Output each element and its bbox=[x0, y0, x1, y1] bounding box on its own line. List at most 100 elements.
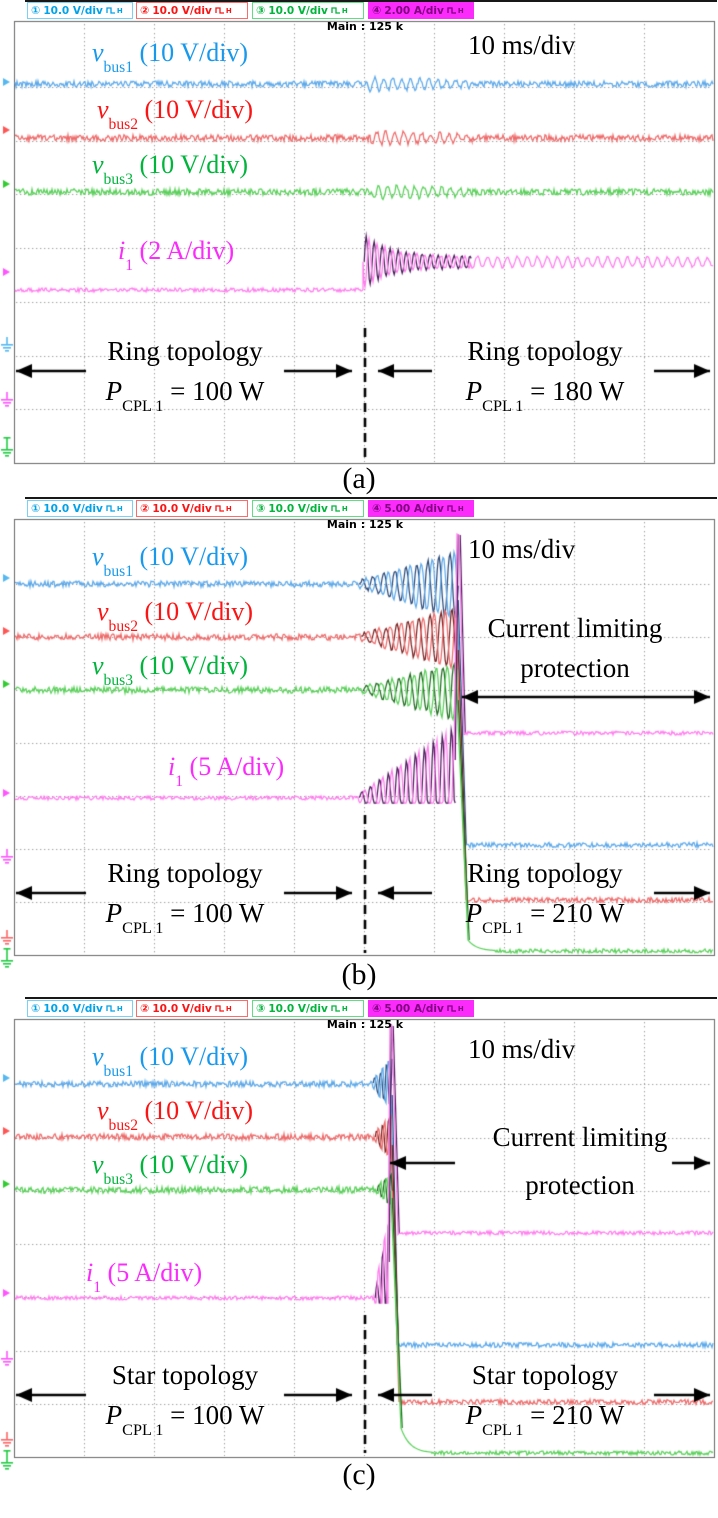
channel-1-scale: 10.0 V/div bbox=[43, 4, 103, 17]
zone-label-right: Ring topology PCPL 1 = 180 W bbox=[420, 331, 670, 421]
channel-2-badge: ② 10.0 V/div H bbox=[136, 2, 248, 19]
panel-a-top-rule bbox=[25, 0, 717, 2]
zone-topology: Ring topology bbox=[467, 336, 623, 366]
trace-subscript: bus2 bbox=[108, 115, 139, 133]
dc-coupling-icon bbox=[215, 505, 224, 512]
dc-coupling-icon bbox=[331, 1005, 340, 1012]
trace-scale: (10 V/div) bbox=[133, 1042, 249, 1071]
trace-symbol: i bbox=[118, 236, 126, 265]
trace-label-vbus3: vbus3 (10 V/div) bbox=[92, 150, 248, 188]
panel-c-top-rule bbox=[25, 997, 717, 999]
trace-symbol: v bbox=[92, 651, 104, 680]
trace-subscript: bus3 bbox=[103, 671, 134, 689]
main-record-length-label: Main : 125 k bbox=[326, 518, 404, 531]
channel-3-badge: ③ 10.0 V/div H bbox=[252, 500, 364, 517]
subfigure-caption-a: (a) bbox=[342, 462, 376, 495]
trace-subscript: 1 bbox=[125, 256, 134, 274]
trace-label-vbus2: vbus2 (10 V/div) bbox=[97, 95, 254, 133]
zone-power: PCPL 1 = 180 W bbox=[465, 376, 625, 415]
channel-1-scale: 10.0 V/div bbox=[43, 1002, 103, 1015]
trace-label-i1: i1 (5 A/div) bbox=[168, 752, 285, 790]
trace-scale: (5 A/div) bbox=[101, 1258, 203, 1287]
trace-subscript: bus3 bbox=[103, 170, 134, 188]
zone-label-left: Ring topology PCPL 1 = 100 W bbox=[60, 331, 310, 421]
channel-4-scale: 2.00 A/div bbox=[384, 4, 444, 17]
protection-annotation: Current limiting protection bbox=[450, 1118, 710, 1204]
channel-1-badge: ① 10.0 V/div H bbox=[27, 1000, 133, 1017]
protection-line1: Current limiting bbox=[487, 613, 663, 643]
trace-symbol: v bbox=[97, 95, 109, 124]
trace-symbol: v bbox=[92, 542, 104, 571]
bandwidth-icon: H bbox=[457, 6, 464, 15]
trace-subscript: bus2 bbox=[108, 617, 139, 635]
trace-scale: (10 V/div) bbox=[138, 597, 254, 626]
channel-2-scale: 10.0 V/div bbox=[152, 502, 212, 515]
trace-label-vbus2: vbus2 (10 V/div) bbox=[97, 1096, 254, 1134]
trace-subscript: bus1 bbox=[103, 1062, 134, 1080]
trace-subscript: 1 bbox=[175, 772, 184, 790]
zone-power: PCPL 1 = 100 W bbox=[105, 898, 265, 937]
channel-3-badge: ③ 10.0 V/div H bbox=[252, 2, 364, 19]
trace-symbol: v bbox=[97, 1096, 109, 1125]
zone-power: PCPL 1 = 100 W bbox=[105, 376, 265, 415]
channel-1-number: ① bbox=[31, 1002, 41, 1015]
zone-topology: Ring topology bbox=[107, 336, 263, 366]
channel-1-badge: ① 10.0 V/div H bbox=[27, 500, 133, 517]
trace-symbol: i bbox=[168, 752, 176, 781]
trace-scale: (10 V/div) bbox=[133, 542, 249, 571]
channel-4-number: ④ bbox=[372, 4, 382, 17]
channel-4-scale: 5.00 A/div bbox=[384, 1002, 444, 1015]
trace-label-vbus2: vbus2 (10 V/div) bbox=[97, 597, 254, 635]
protection-line2: protection bbox=[520, 653, 630, 683]
trace-scale: (5 A/div) bbox=[183, 752, 285, 781]
trace-subscript: bus3 bbox=[103, 1170, 134, 1188]
zone-topology: Ring topology bbox=[467, 858, 623, 888]
trace-scale: (10 V/div) bbox=[138, 1096, 254, 1125]
trace-symbol: v bbox=[92, 1042, 104, 1071]
trace-symbol: v bbox=[92, 150, 104, 179]
dc-coupling-icon bbox=[106, 7, 115, 14]
trace-label-i1: i1 (2 A/div) bbox=[118, 236, 235, 274]
trace-symbol: v bbox=[97, 597, 109, 626]
main-record-length-label: Main : 125 k bbox=[326, 20, 404, 33]
trace-label-vbus1: vbus1 (10 V/div) bbox=[92, 1042, 249, 1080]
channel-1-badge: ① 10.0 V/div H bbox=[27, 2, 133, 19]
protection-line2: protection bbox=[525, 1170, 635, 1200]
subfigure-caption-c: (c) bbox=[342, 1458, 376, 1491]
zone-label-left: Ring topology PCPL 1 = 100 W bbox=[60, 853, 310, 943]
timebase-label: 10 ms/div bbox=[468, 30, 576, 60]
dc-coupling-icon bbox=[447, 505, 456, 512]
trace-scale: (10 V/div) bbox=[138, 95, 254, 124]
dc-coupling-icon bbox=[106, 505, 115, 512]
channel-4-badge: ④ 2.00 A/div H bbox=[368, 2, 474, 19]
channel-4-badge: ④ 5.00 A/div H bbox=[368, 500, 474, 517]
trace-label-vbus3: vbus3 (10 V/div) bbox=[92, 651, 248, 689]
channel-2-scale: 10.0 V/div bbox=[152, 1002, 212, 1015]
zone-label-left: Star topology PCPL 1 = 100 W bbox=[60, 1355, 310, 1445]
protection-line1: Current limiting bbox=[492, 1122, 668, 1152]
dc-coupling-icon bbox=[106, 1005, 115, 1012]
channel-2-number: ② bbox=[140, 1002, 150, 1015]
channel-2-scale: 10.0 V/div bbox=[152, 4, 212, 17]
trace-subscript: bus1 bbox=[103, 562, 134, 580]
trace-scale: (2 A/div) bbox=[133, 236, 235, 265]
bandwidth-icon: H bbox=[341, 6, 348, 15]
bandwidth-icon: H bbox=[341, 504, 348, 513]
channel-1-scale: 10.0 V/div bbox=[43, 502, 103, 515]
dc-coupling-icon bbox=[331, 7, 340, 14]
trace-symbol: v bbox=[92, 38, 104, 67]
channel-3-number: ③ bbox=[256, 502, 266, 515]
zone-power: PCPL 1 = 100 W bbox=[105, 1400, 265, 1439]
channel-4-number: ④ bbox=[372, 502, 382, 515]
dc-coupling-icon bbox=[447, 1005, 456, 1012]
trace-subscript: 1 bbox=[93, 1278, 102, 1296]
zone-label-right: Ring topology PCPL 1 = 210 W bbox=[420, 853, 670, 943]
timebase-label: 10 ms/div bbox=[468, 1034, 576, 1064]
trace-scale: (10 V/div) bbox=[133, 1150, 249, 1179]
zone-topology: Ring topology bbox=[107, 858, 263, 888]
protection-annotation: Current limiting protection bbox=[445, 608, 705, 688]
bandwidth-icon: H bbox=[341, 1004, 348, 1013]
zone-power: PCPL 1 = 210 W bbox=[465, 1400, 625, 1439]
